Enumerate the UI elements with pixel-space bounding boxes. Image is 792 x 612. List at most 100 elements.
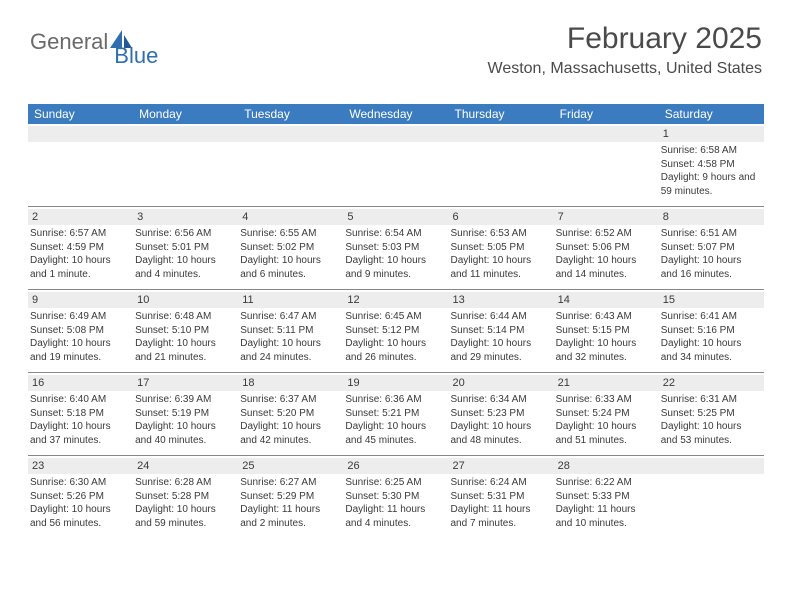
day-number-row: [449, 126, 554, 142]
day-content: Sunrise: 6:39 AMSunset: 5:19 PMDaylight:…: [135, 393, 234, 447]
day-info-line: Sunset: 5:30 PM: [345, 490, 444, 504]
day-info-line: Sunset: 5:08 PM: [30, 324, 129, 338]
day-cell: 3 Sunrise: 6:56 AMSunset: 5:01 PMDaylight…: [133, 207, 238, 289]
day-info-line: Sunrise: 6:44 AM: [451, 310, 550, 324]
day-info-line: Sunset: 5:33 PM: [556, 490, 655, 504]
day-info-line: Daylight: 10 hours and 4 minutes.: [135, 254, 234, 281]
day-cell: 8Sunrise: 6:51 AMSunset: 5:07 PMDaylight…: [659, 207, 764, 289]
day-content: Sunrise: 6:25 AMSunset: 5:30 PMDaylight:…: [345, 476, 444, 530]
logo-text-general: General: [30, 29, 108, 55]
day-number: 26: [343, 459, 359, 474]
day-info-line: Sunset: 5:06 PM: [556, 241, 655, 255]
day-info-line: Sunset: 5:14 PM: [451, 324, 550, 338]
day-content: Sunrise: 6:27 AMSunset: 5:29 PMDaylight:…: [240, 476, 339, 530]
day-info-line: Sunset: 5:28 PM: [135, 490, 234, 504]
day-info-line: Sunset: 4:58 PM: [661, 158, 760, 172]
day-info-line: Sunrise: 6:56 AM: [135, 227, 234, 241]
day-cell: 27Sunrise: 6:24 AMSunset: 5:31 PMDayligh…: [449, 456, 554, 538]
day-number: 1: [659, 127, 669, 142]
day-info-line: Sunset: 5:31 PM: [451, 490, 550, 504]
day-number-row: 26: [343, 458, 448, 474]
day-number-row: [554, 126, 659, 142]
day-info-line: Daylight: 10 hours and 24 minutes.: [240, 337, 339, 364]
day-number: 18: [238, 376, 254, 391]
day-cell: [238, 124, 343, 206]
day-info-line: Daylight: 10 hours and 45 minutes.: [345, 420, 444, 447]
day-content: Sunrise: 6:33 AMSunset: 5:24 PMDaylight:…: [556, 393, 655, 447]
day-info-line: Daylight: 10 hours and 1 minute.: [30, 254, 129, 281]
day-info-line: Sunset: 5:19 PM: [135, 407, 234, 421]
logo-text-blue: Blue: [114, 43, 158, 69]
day-number-row: [238, 126, 343, 142]
day-info-line: Sunrise: 6:31 AM: [661, 393, 760, 407]
month-title: February 2025: [488, 22, 763, 56]
day-content: Sunrise: 6:30 AMSunset: 5:26 PMDaylight:…: [30, 476, 129, 530]
day-info-line: Daylight: 10 hours and 19 minutes.: [30, 337, 129, 364]
location: Weston, Massachusetts, United States: [488, 60, 763, 78]
day-info-line: Daylight: 10 hours and 16 minutes.: [661, 254, 760, 281]
week-row: 16 Sunrise: 6:40 AMSunset: 5:18 PMDayligh…: [28, 372, 764, 455]
day-cell: 10Sunrise: 6:48 AMSunset: 5:10 PMDayligh…: [133, 290, 238, 372]
day-info-line: Sunrise: 6:55 AM: [240, 227, 339, 241]
day-content: Sunrise: 6:47 AMSunset: 5:11 PMDaylight:…: [240, 310, 339, 364]
day-cell: 9Sunrise: 6:49 AMSunset: 5:08 PMDaylight…: [28, 290, 133, 372]
day-info-line: Daylight: 10 hours and 21 minutes.: [135, 337, 234, 364]
day-number: 24: [133, 459, 149, 474]
day-header-cell: Sunday: [28, 107, 133, 121]
day-cell: 20Sunrise: 6:34 AMSunset: 5:23 PMDayligh…: [449, 373, 554, 455]
day-cell: 21Sunrise: 6:33 AMSunset: 5:24 PMDayligh…: [554, 373, 659, 455]
day-number: 25: [238, 459, 254, 474]
day-info-line: Daylight: 10 hours and 42 minutes.: [240, 420, 339, 447]
day-number-row: 8: [659, 209, 764, 225]
day-info-line: Sunrise: 6:53 AM: [451, 227, 550, 241]
day-content: Sunrise: 6:52 AMSunset: 5:06 PMDaylight:…: [556, 227, 655, 281]
day-content: Sunrise: 6:43 AMSunset: 5:15 PMDaylight:…: [556, 310, 655, 364]
day-info-line: Sunset: 5:23 PM: [451, 407, 550, 421]
day-cell: 2 Sunrise: 6:57 AMSunset: 4:59 PMDaylight…: [28, 207, 133, 289]
day-content: Sunrise: 6:58 AMSunset: 4:58 PMDaylight:…: [661, 144, 760, 198]
day-cell: 1 Sunrise: 6:58 AMSunset: 4:58 PMDaylight…: [659, 124, 764, 206]
week-row: 23 Sunrise: 6:30 AMSunset: 5:26 PMDayligh…: [28, 455, 764, 538]
day-header-row: SundayMondayTuesdayWednesdayThursdayFrid…: [28, 104, 764, 124]
day-info-line: Sunrise: 6:57 AM: [30, 227, 129, 241]
day-header-cell: Monday: [133, 107, 238, 121]
day-content: Sunrise: 6:56 AMSunset: 5:01 PMDaylight:…: [135, 227, 234, 281]
day-number: 23: [28, 459, 44, 474]
day-info-line: Sunrise: 6:33 AM: [556, 393, 655, 407]
day-cell: [554, 124, 659, 206]
day-content: Sunrise: 6:57 AMSunset: 4:59 PMDaylight:…: [30, 227, 129, 281]
day-number-row: 10: [133, 292, 238, 308]
day-content: Sunrise: 6:54 AMSunset: 5:03 PMDaylight:…: [345, 227, 444, 281]
day-number-row: 14: [554, 292, 659, 308]
day-info-line: Daylight: 11 hours and 4 minutes.: [345, 503, 444, 530]
day-content: Sunrise: 6:36 AMSunset: 5:21 PMDaylight:…: [345, 393, 444, 447]
day-info-line: Daylight: 10 hours and 59 minutes.: [135, 503, 234, 530]
day-cell: 26 Sunrise: 6:25 AMSunset: 5:30 PMDayligh…: [343, 456, 448, 538]
day-number: 17: [133, 376, 149, 391]
day-cell: [449, 124, 554, 206]
day-number: 9: [28, 293, 38, 308]
day-cell: [659, 456, 764, 538]
day-cell: [343, 124, 448, 206]
day-info-line: Sunrise: 6:47 AM: [240, 310, 339, 324]
day-number-row: 11: [238, 292, 343, 308]
day-cell: [133, 124, 238, 206]
day-cell: 15Sunrise: 6:41 AMSunset: 5:16 PMDayligh…: [659, 290, 764, 372]
day-number: 16: [28, 376, 44, 391]
day-number: 13: [449, 293, 465, 308]
day-cell: 14 Sunrise: 6:43 AMSunset: 5:15 PMDayligh…: [554, 290, 659, 372]
day-info-line: Sunrise: 6:45 AM: [345, 310, 444, 324]
day-info-line: Sunset: 5:24 PM: [556, 407, 655, 421]
day-content: Sunrise: 6:22 AMSunset: 5:33 PMDaylight:…: [556, 476, 655, 530]
day-info-line: Sunrise: 6:37 AM: [240, 393, 339, 407]
day-number-row: 22: [659, 375, 764, 391]
day-info-line: Daylight: 10 hours and 32 minutes.: [556, 337, 655, 364]
day-info-line: Daylight: 11 hours and 10 minutes.: [556, 503, 655, 530]
day-number: 3: [133, 210, 143, 225]
day-number-row: 2: [28, 209, 133, 225]
day-header-cell: Thursday: [449, 107, 554, 121]
day-content: Sunrise: 6:40 AMSunset: 5:18 PMDaylight:…: [30, 393, 129, 447]
header: February 2025 Weston, Massachusetts, Uni…: [488, 22, 763, 78]
day-number-row: 5: [343, 209, 448, 225]
day-info-line: Daylight: 9 hours and 59 minutes.: [661, 171, 760, 198]
